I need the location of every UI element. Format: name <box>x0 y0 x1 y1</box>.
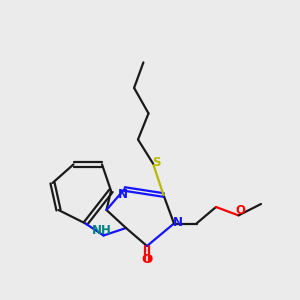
Text: NH: NH <box>92 224 112 237</box>
Text: S: S <box>152 155 160 169</box>
Text: N: N <box>118 188 128 201</box>
Text: O: O <box>141 253 153 266</box>
Text: O: O <box>235 203 245 217</box>
Text: N: N <box>172 215 183 229</box>
